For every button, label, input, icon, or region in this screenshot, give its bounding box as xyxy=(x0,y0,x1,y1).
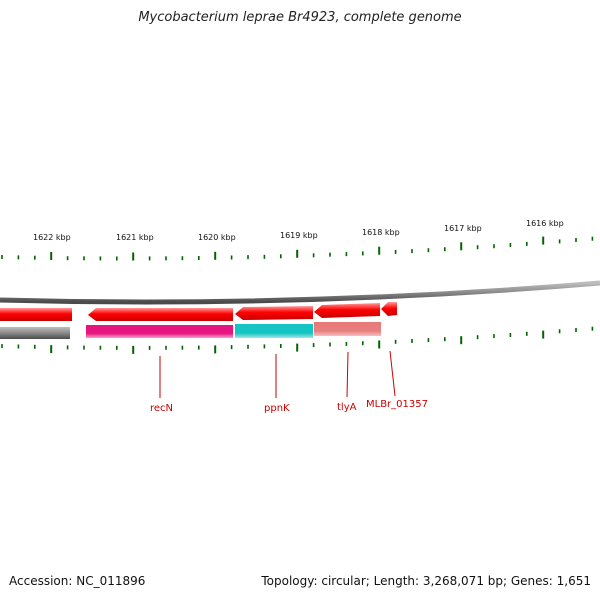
gene-arrow-mlbr-01357 xyxy=(381,302,397,316)
gene-arrow-tlya xyxy=(314,303,380,318)
gene-label-recn: recN xyxy=(150,403,173,414)
gene-label-tlya: tlyA xyxy=(337,402,357,413)
tick-label-1621-kbp: 1621 kbp xyxy=(116,233,154,242)
ruler-ticks-bottom xyxy=(1,326,594,354)
gene-arrow-ppnk xyxy=(235,306,313,320)
tick-label-1620-kbp: 1620 kbp xyxy=(198,233,236,242)
ruler-ticks-top xyxy=(1,236,594,261)
gene-label-mlbr-01357: MLBr_01357 xyxy=(366,399,428,410)
accession-text: Accession: NC_011896 xyxy=(9,574,146,588)
tick-label-1616-kbp: 1616 kbp xyxy=(526,219,564,228)
leader-line-mlbr-01357 xyxy=(389,350,396,397)
tick-label-1619-kbp: 1619 kbp xyxy=(280,231,318,240)
feature-block-recn xyxy=(86,325,233,338)
gene-label-ppnk: ppnK xyxy=(264,403,290,414)
gene-arrow-recn xyxy=(88,308,233,321)
feature-block-tlya xyxy=(314,322,381,336)
tick-label-1618-kbp: 1618 kbp xyxy=(362,228,400,237)
genome-summary-text: Topology: circular; Length: 3,268,071 bp… xyxy=(261,574,591,588)
tick-label-1617-kbp: 1617 kbp xyxy=(444,224,482,233)
feature-block-ppnk xyxy=(235,324,313,338)
tick-label-1622-kbp: 1622 kbp xyxy=(33,233,71,242)
gene-segment-left-grey xyxy=(0,327,70,339)
genome-backbone xyxy=(0,280,600,305)
gene-arrow-left xyxy=(0,308,72,321)
leader-line-tlya xyxy=(346,351,349,398)
map-title: Mycobacterium leprae Br4923, complete ge… xyxy=(138,10,462,25)
